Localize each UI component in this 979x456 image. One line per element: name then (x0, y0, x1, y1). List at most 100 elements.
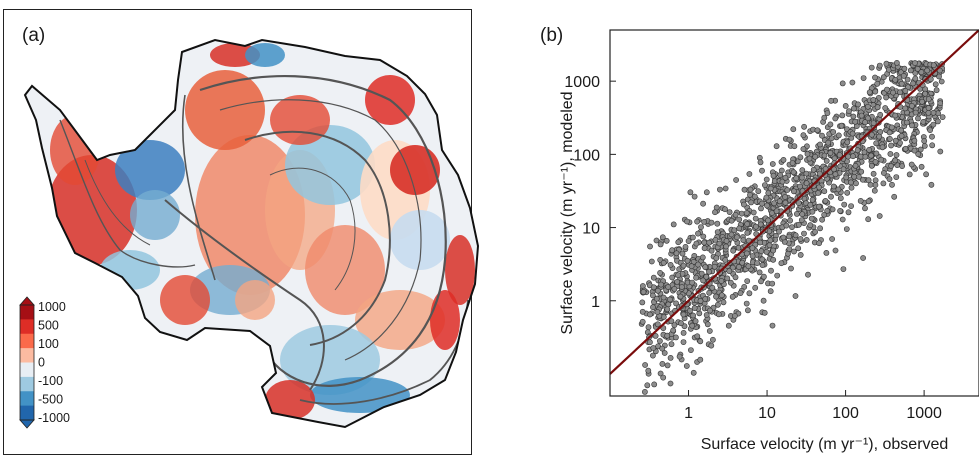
scatter-point (930, 109, 937, 116)
scatter-point (790, 169, 797, 176)
scatter-point (932, 81, 939, 88)
scatter-point (828, 193, 834, 200)
y-tick-label: 100 (573, 147, 600, 164)
scatter-point (797, 251, 804, 258)
scatter-point (902, 88, 909, 94)
scatter-point (677, 293, 684, 300)
scatter-point (816, 240, 822, 247)
colorbar-tick-label: 100 (38, 337, 59, 351)
scatter-point (758, 205, 764, 212)
scatter-point (659, 234, 666, 241)
scatter-point (842, 103, 849, 109)
scatter-point (805, 271, 811, 278)
scatter-point (768, 267, 774, 274)
scatter-point (659, 360, 666, 367)
scatter-point (757, 159, 764, 166)
scatter-point (713, 293, 719, 300)
scatter-point (783, 222, 790, 229)
scatter-point (816, 170, 823, 177)
scatter-point (685, 238, 692, 244)
scatter-point (684, 218, 690, 225)
scatter-points (638, 60, 946, 395)
scatter-point (873, 150, 880, 157)
scatter-point (720, 299, 727, 306)
scatter-point (887, 151, 894, 157)
scatter-point (911, 137, 918, 144)
scatter-point (700, 277, 706, 284)
scatter-point (928, 181, 935, 188)
scatter-point (852, 118, 859, 125)
scatter-point (773, 143, 780, 150)
scatter-point (651, 381, 658, 388)
scatter-point (707, 307, 713, 314)
scatter-point (740, 237, 747, 243)
scatter-point (711, 263, 718, 270)
scatter-point (756, 269, 763, 276)
scatter-point (858, 112, 865, 119)
scatter-point (844, 139, 851, 146)
scatter-point (810, 166, 817, 173)
scatter-point (723, 243, 729, 250)
scatter-point (645, 367, 652, 374)
scatter-point (930, 62, 937, 69)
scatter-point (829, 236, 835, 242)
scatter-point (650, 292, 656, 299)
scatter-point (923, 171, 929, 178)
scatter-point (858, 168, 865, 175)
colorbar-tick-label: -1000 (38, 411, 70, 425)
scatter-point (700, 233, 707, 240)
scatter-point (838, 122, 845, 129)
scatter-point (744, 221, 750, 227)
scatter-point (661, 350, 668, 356)
scatter-point (642, 388, 648, 395)
x-axis-title: Surface velocity (m yr⁻¹), observed (701, 436, 949, 453)
scatter-point (703, 189, 710, 196)
scatter-point (920, 119, 927, 125)
scatter-point (881, 170, 887, 176)
x-tick-label: 10 (758, 405, 776, 422)
scatter-point (706, 268, 712, 275)
scatter-point (673, 250, 680, 257)
scatter-point (682, 243, 689, 250)
scatter-point (862, 205, 868, 212)
scatter-point (747, 191, 753, 198)
scatter-point (668, 318, 675, 325)
scatter-point (703, 312, 710, 318)
scatter-point (874, 104, 881, 111)
scatter-point (877, 128, 884, 135)
scatter-point (667, 261, 674, 268)
one-to-one-line (609, 29, 979, 375)
scatter-point (915, 151, 922, 157)
scatter-point (691, 193, 698, 200)
scatter-point (817, 141, 823, 148)
scatter-point (892, 112, 899, 119)
scatter-point (800, 132, 807, 139)
scatter-point (714, 229, 721, 235)
scatter-point (749, 245, 756, 251)
scatter-point (907, 67, 914, 74)
scatter-point (774, 272, 781, 279)
scatter-point (750, 209, 757, 216)
scatter-point (680, 311, 687, 318)
scatter-point (722, 185, 729, 192)
scatter-point (893, 174, 900, 180)
scatter-point (776, 228, 782, 235)
scatter-point (744, 229, 751, 236)
scatter-point (726, 209, 733, 215)
scatter-point (764, 202, 770, 209)
scatter-point (675, 239, 682, 246)
scatter-point (687, 307, 693, 314)
scatter-point (825, 139, 832, 146)
axis-ticks: 1 10 100 1000 1 10 100 1000 (564, 74, 942, 422)
scatter-point (865, 177, 872, 184)
scatter-point (835, 186, 842, 193)
scatter-point (898, 132, 905, 139)
scatter-point (848, 203, 854, 209)
scatter-point (739, 259, 746, 266)
scatter-point (938, 78, 945, 85)
scatter-point (880, 74, 887, 81)
scatter-point (801, 123, 807, 130)
scatter-point (854, 147, 861, 154)
scatter-point (918, 69, 925, 76)
